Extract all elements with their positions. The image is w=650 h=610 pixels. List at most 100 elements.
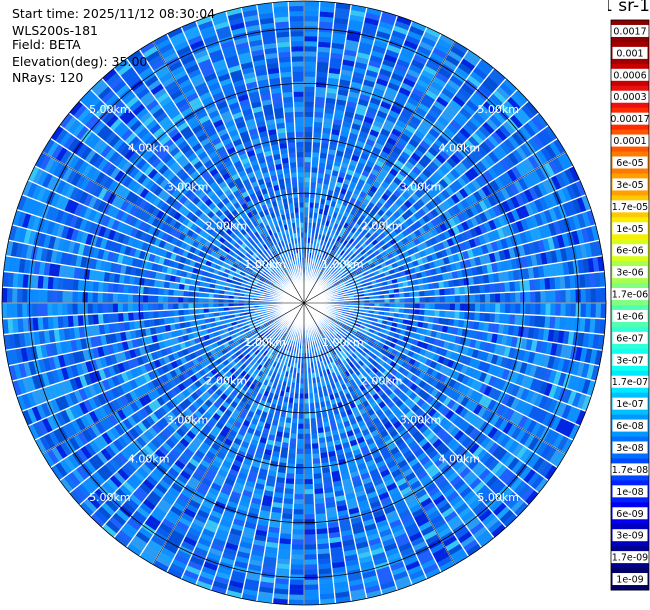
- range-gate-cell: [451, 95, 466, 108]
- range-gate-cell: [313, 117, 324, 123]
- range-gate-cell: [421, 364, 430, 374]
- range-gate-cell: [526, 419, 538, 434]
- range-gate-cell: [564, 421, 576, 438]
- range-gate-cell: [537, 353, 546, 367]
- range-gate-cell: [487, 151, 500, 164]
- range-gate-cell: [403, 286, 410, 293]
- range-gate-cell: [494, 127, 508, 142]
- range-gate-cell: [550, 175, 562, 191]
- range-gate-cell: [460, 58, 476, 71]
- range-gate-cell: [358, 157, 368, 166]
- range-gate-cell: [319, 250, 324, 256]
- range-gate-cell: [343, 49, 358, 57]
- range-gate-cell: [453, 164, 465, 177]
- range-gate-cell: [304, 96, 315, 102]
- range-gate-cell: [429, 303, 435, 310]
- range-gate-cell: [560, 343, 568, 359]
- range-gate-cell: [454, 91, 469, 104]
- range-gate-cell: [491, 163, 503, 177]
- range-gate-cell: [446, 237, 455, 248]
- range-gate-cell: [452, 380, 461, 392]
- range-gate-cell: [456, 327, 464, 337]
- range-gate-cell: [328, 143, 338, 151]
- range-gate-cell: [502, 78, 518, 93]
- range-gate-cell: [311, 157, 320, 163]
- range-gate-cell: [347, 265, 353, 271]
- range-gate-cell: [350, 123, 362, 131]
- range-gate-cell: [439, 222, 448, 233]
- range-gate-cell: [319, 1, 336, 8]
- range-gate-cell: [434, 215, 444, 225]
- range-gate-cell: [505, 357, 514, 370]
- range-gate-cell: [400, 110, 413, 120]
- range-gate-cell: [347, 137, 357, 145]
- range-gate-cell: [364, 303, 370, 307]
- range-gate-cell: [408, 183, 418, 193]
- range-gate-cell: [468, 276, 475, 286]
- range-gate-cell: [555, 343, 563, 358]
- range-gate-cell: [475, 62, 491, 77]
- range-gate-cell: [514, 193, 525, 207]
- range-gate-cell: [316, 533, 329, 540]
- range-gate-cell: [502, 171, 514, 185]
- range-gate-cell: [489, 312, 495, 323]
- range-gate-cell: [492, 377, 502, 389]
- range-gate-cell: [492, 110, 506, 125]
- range-gate-cell: [304, 5, 320, 12]
- range-gate-cell: [379, 16, 396, 26]
- range-gate-cell: [289, 584, 304, 590]
- range-gate-cell: [383, 119, 396, 129]
- range-gate-cell: [524, 202, 535, 217]
- range-gate-cell: [562, 330, 570, 345]
- range-gate-cell: [341, 315, 348, 320]
- range-gate-cell: [318, 31, 333, 38]
- range-gate-cell: [562, 261, 570, 276]
- range-gate-cell: [499, 103, 514, 118]
- range-gate-cell: [333, 240, 340, 247]
- range-gate-cell: [316, 56, 330, 63]
- range-gate-cell: [279, 533, 292, 540]
- range-gate-cell: [414, 265, 421, 273]
- range-gate-cell: [289, 438, 297, 444]
- range-gate-cell: [352, 71, 366, 80]
- range-gate-cell: [416, 45, 432, 57]
- range-gate-cell: [411, 166, 422, 176]
- range-gate-cell: [317, 167, 326, 174]
- range-gate-cell: [452, 115, 466, 128]
- range-gate-cell: [460, 209, 470, 221]
- range-gate-cell: [378, 68, 393, 78]
- range-gate-cell: [474, 303, 481, 313]
- range-gate-cell: [377, 155, 387, 164]
- range-gate-cell: [504, 313, 511, 325]
- range-gate-cell: [435, 96, 449, 108]
- range-gate-cell: [449, 75, 464, 88]
- range-gate-cell: [304, 81, 316, 87]
- range-gate-cell: [497, 215, 507, 228]
- range-gate-cell: [304, 594, 320, 600]
- range-gate-cell: [350, 176, 360, 184]
- range-gate-cell: [304, 212, 309, 218]
- range-gate-cell: [514, 233, 523, 246]
- range-gate-cell: [492, 272, 500, 283]
- range-gate-cell: [474, 128, 488, 142]
- range-gate-cell: [408, 25, 425, 37]
- range-gate-cell: [530, 169, 542, 185]
- range-gate-cell: [554, 316, 561, 330]
- range-gate-cell: [481, 264, 488, 275]
- range-gate-cell: [541, 179, 553, 195]
- range-gate-cell: [414, 346, 422, 355]
- range-gate-cell: [452, 343, 460, 353]
- range-gate-cell: [561, 358, 570, 374]
- range-gate-cell: [384, 298, 390, 303]
- range-gate-cell: [281, 513, 293, 520]
- range-gate-cell: [418, 315, 425, 322]
- range-gate-cell: [553, 451, 566, 468]
- range-gate-cell: [462, 123, 475, 136]
- range-gate-cell: [350, 154, 360, 162]
- range-gate-cell: [365, 7, 383, 17]
- range-gate-cell: [459, 294, 466, 303]
- range-gate-cell: [371, 45, 387, 55]
- range-gate-cell: [390, 105, 403, 115]
- range-gate-cell: [413, 83, 428, 94]
- range-gate-cell: [418, 40, 435, 52]
